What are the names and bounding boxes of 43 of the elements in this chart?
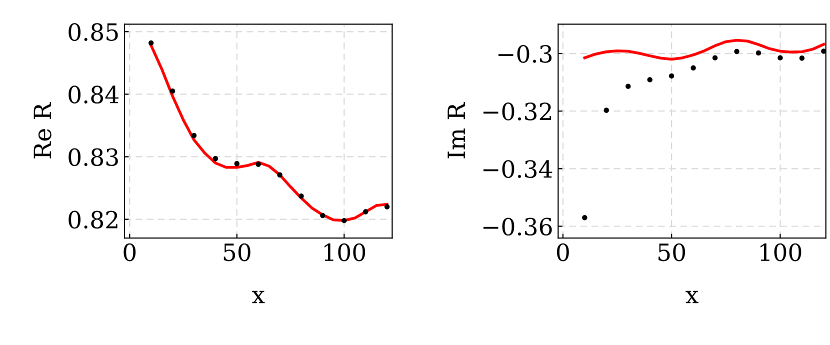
point <box>298 194 304 199</box>
point <box>342 218 347 224</box>
y-tick-label: 0.85 <box>68 23 118 41</box>
y-tick-label: 0.82 <box>68 210 118 229</box>
point <box>690 65 696 71</box>
y-tick-label: −0.36 <box>483 218 552 236</box>
point <box>712 55 718 60</box>
x-tick-label: 50 <box>224 243 250 262</box>
y-axis-title: Re R <box>34 102 52 158</box>
y-tick-label: −0.32 <box>483 102 551 120</box>
x-tick-label: 50 <box>658 243 686 262</box>
x-tick-label: 100 <box>324 243 366 262</box>
point <box>320 212 326 218</box>
point <box>668 73 674 79</box>
point <box>799 56 805 61</box>
point <box>234 161 240 166</box>
x-tick-label: 0 <box>124 243 136 262</box>
x-axis-title: x <box>686 290 698 304</box>
point <box>821 48 826 54</box>
line-series <box>583 38 826 61</box>
point <box>362 209 368 214</box>
y-tick-label: −0.3 <box>498 44 552 63</box>
point <box>384 204 390 210</box>
y-tick-label: −0.34 <box>483 160 552 178</box>
y-tick-label: 0.84 <box>68 86 118 104</box>
x-tick-label: 100 <box>760 243 802 262</box>
point <box>170 88 176 94</box>
point <box>734 48 740 54</box>
point <box>148 40 154 46</box>
x-axis-title: x <box>252 290 265 304</box>
point <box>212 156 218 162</box>
point <box>778 55 783 60</box>
point <box>756 50 762 56</box>
point <box>604 108 609 113</box>
y-axis-title: Im R <box>448 102 465 158</box>
point <box>582 215 588 220</box>
point <box>256 162 261 167</box>
point <box>277 172 282 178</box>
point <box>626 84 631 89</box>
point <box>647 77 652 82</box>
y-tick-label: 0.83 <box>68 148 118 166</box>
point <box>191 132 197 138</box>
x-tick-label: 0 <box>556 243 569 262</box>
